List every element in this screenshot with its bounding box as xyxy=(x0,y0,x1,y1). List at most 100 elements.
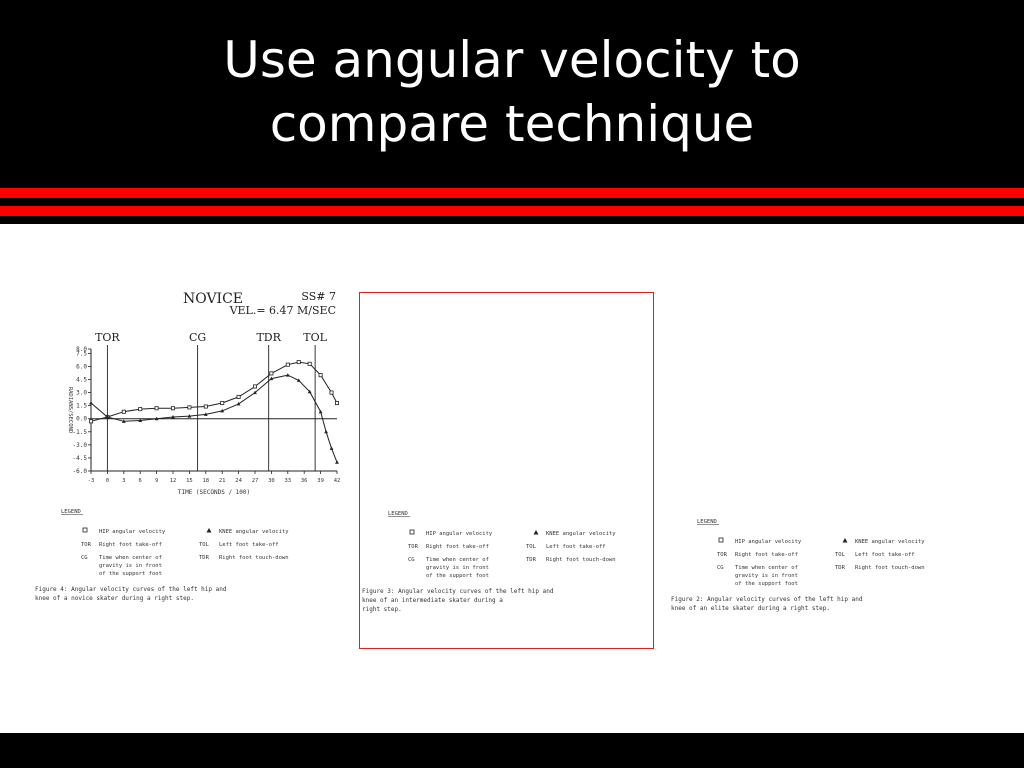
event-marker-label: TOL xyxy=(303,331,327,344)
legend-cg-desc: gravity is in front xyxy=(735,573,798,579)
figure-caption: right step. xyxy=(362,606,402,613)
legend-tdr-key: TDR xyxy=(199,555,210,561)
event-marker-label: TDR xyxy=(256,331,281,344)
legend-cg-desc: Time when center of xyxy=(99,555,162,561)
hip-point xyxy=(170,406,175,411)
y-tick-label: 1.5 xyxy=(76,403,87,410)
legend-tdr-desc: Right foot touch-down xyxy=(546,557,616,563)
figure-caption: Figure 4: Angular velocity curves of the… xyxy=(35,586,227,593)
x-tick-label: 6 xyxy=(139,478,142,484)
y-tick-label: 8.0 xyxy=(76,346,87,353)
legend-knee-label: KNEE angular velocity xyxy=(546,531,616,537)
x-axis-label: TIME (SECONDS / 100) xyxy=(178,489,250,496)
knee-point xyxy=(329,446,334,450)
hip-point xyxy=(220,401,225,406)
legend-cg-desc: of the support foot xyxy=(735,581,798,587)
x-tick-label: 21 xyxy=(219,478,226,484)
legend-knee-label: KNEE angular velocity xyxy=(855,539,925,545)
hip-point xyxy=(307,361,312,366)
hip-point xyxy=(329,390,334,395)
knee-point xyxy=(138,418,143,422)
red-stripe-2 xyxy=(0,206,1024,216)
hip-point xyxy=(334,401,339,406)
black-stripe-1 xyxy=(0,182,1024,188)
figure-caption: Figure 2: Angular velocity curves of the… xyxy=(671,596,863,603)
legend-hip-label: HIP angular velocity xyxy=(426,531,493,537)
legend-tol-key: TOL xyxy=(199,542,210,548)
y-tick-label: 4.5 xyxy=(76,377,87,384)
knee-point xyxy=(154,416,159,421)
velocity-label: VEL.= 6.47 M/SEC xyxy=(229,304,336,317)
legend-hip-icon xyxy=(82,527,88,533)
knee-point xyxy=(121,419,126,423)
x-tick-label: 24 xyxy=(235,478,242,484)
x-tick-label: 33 xyxy=(284,478,291,484)
legend-tdr-key: TDR xyxy=(526,557,537,563)
x-tick-label: 39 xyxy=(317,478,324,484)
legend-hip-label: HIP angular velocity xyxy=(99,529,166,535)
legend-tor-desc: Right foot take-off xyxy=(426,544,489,550)
knee-point xyxy=(318,409,323,414)
y-tick-label: 0.0 xyxy=(76,416,87,423)
hip-point xyxy=(121,409,126,414)
figure-caption: Figure 3: Angular velocity curves of the… xyxy=(362,588,554,595)
legend-heading: LEGEND xyxy=(697,519,717,525)
x-tick-label: 0 xyxy=(106,478,109,484)
x-tick-label: 42 xyxy=(334,478,341,484)
hip-point xyxy=(154,406,159,411)
legend-cg-desc: Time when center of xyxy=(735,565,798,571)
x-tick-label: 18 xyxy=(202,478,209,484)
legend-heading: LEGEND xyxy=(388,511,408,517)
chart-panel-novice: NOVICE SS# 7 VEL.= 6.47 M/SEC 8.0 7.5 6.0 4.5 3… xyxy=(33,283,344,649)
legend-heading: LEGEND xyxy=(61,509,81,515)
chart-panel-inter: INTERSS# 19VEL.= 8.34 M/SEC8.07.56.04.53… xyxy=(359,292,654,649)
knee-point xyxy=(269,376,274,381)
knee-point xyxy=(187,414,192,418)
legend-knee-icon xyxy=(206,528,212,533)
hip-point xyxy=(296,360,301,365)
x-tick-label: 12 xyxy=(170,478,177,484)
knee-point xyxy=(296,378,301,382)
slide-title-line-1: Use angular velocity to xyxy=(223,31,801,89)
legend-tdr-key: TDR xyxy=(835,565,846,571)
y-axis-label: RADIANS/SECOND xyxy=(67,387,73,433)
legend-tdr-desc: Right foot touch-down xyxy=(855,565,925,571)
x-tick-label: 9 xyxy=(155,478,158,484)
hip-point xyxy=(252,384,257,389)
legend-knee-icon xyxy=(842,538,848,543)
legend-cg-desc: of the support foot xyxy=(99,571,162,577)
legend-tol-desc: Left foot take-off xyxy=(219,542,279,548)
x-tick-label: 27 xyxy=(252,478,259,484)
y-tick-label: 3.0 xyxy=(76,390,87,397)
hip-point xyxy=(269,371,274,376)
footer-bar xyxy=(0,733,1024,768)
knee-point xyxy=(105,414,110,419)
x-tick-label: 3 xyxy=(122,478,125,484)
knee-point xyxy=(203,412,208,416)
title-bar xyxy=(0,0,1024,182)
y-tick-label: 6.0 xyxy=(76,363,87,370)
legend-cg-key: CG xyxy=(717,565,724,571)
y-tick-label: -6.0 xyxy=(73,468,88,475)
event-marker-label: CG xyxy=(189,331,206,344)
knee-point xyxy=(89,401,93,405)
slide-title: Use angular velocity to compare techniqu… xyxy=(0,28,1024,156)
y-tick-label: -3.0 xyxy=(73,442,88,449)
legend-cg-key: CG xyxy=(408,557,415,563)
chart-title: NOVICE xyxy=(183,291,243,307)
y-tick-label: 7.5 xyxy=(76,350,87,357)
legend-knee-icon xyxy=(533,530,539,535)
red-stripe-1 xyxy=(0,188,1024,198)
hip-point xyxy=(236,394,241,399)
chart-svg-2: ELITESS# 21VEL.= 8.69 M/SEC8.07.56.04.53… xyxy=(671,519,925,612)
legend-cg-desc: of the support foot xyxy=(426,573,489,579)
hip-point xyxy=(285,362,290,367)
legend-tol-desc: Left foot take-off xyxy=(855,552,915,558)
ss-number: SS# 7 xyxy=(301,290,336,303)
legend-cg-desc: Time when center of xyxy=(426,557,489,563)
hip-point xyxy=(318,373,323,378)
legend-tor-key: TOR xyxy=(717,552,728,558)
hip-point xyxy=(187,405,192,410)
knee-point xyxy=(307,389,312,394)
